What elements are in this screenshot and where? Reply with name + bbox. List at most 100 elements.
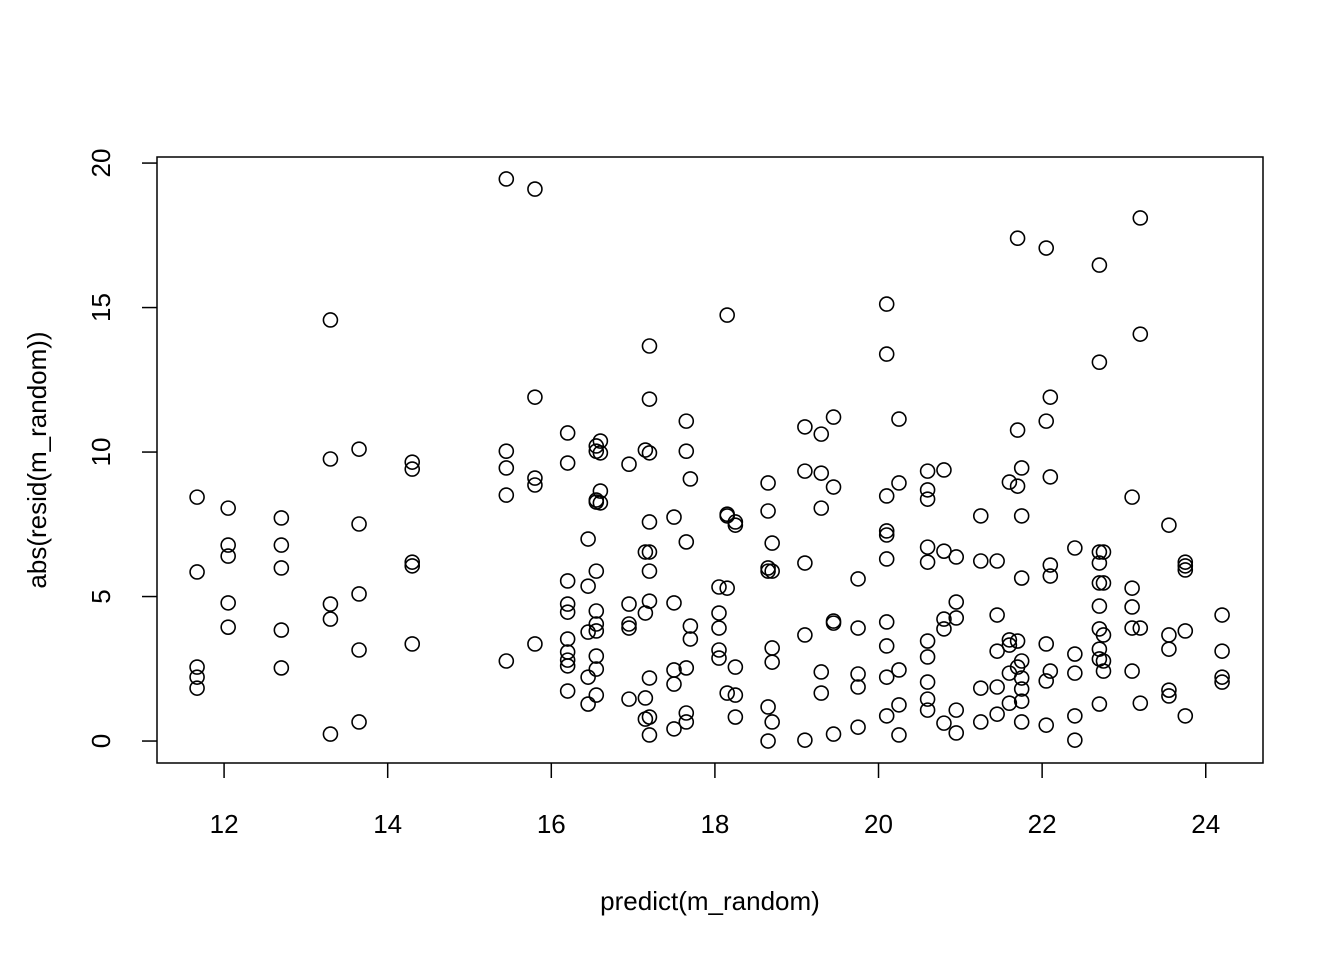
point bbox=[825, 409, 842, 425]
point bbox=[1091, 575, 1108, 591]
point bbox=[1095, 627, 1112, 643]
point bbox=[580, 531, 596, 547]
point bbox=[948, 725, 965, 741]
point bbox=[666, 509, 682, 525]
point bbox=[1214, 643, 1230, 659]
point bbox=[727, 517, 744, 533]
point bbox=[1001, 632, 1018, 648]
point bbox=[592, 433, 609, 449]
point bbox=[666, 676, 682, 692]
point bbox=[1038, 717, 1055, 733]
point bbox=[711, 620, 727, 636]
point bbox=[273, 660, 290, 676]
point bbox=[850, 679, 866, 695]
point bbox=[878, 523, 895, 539]
point bbox=[637, 442, 654, 458]
point bbox=[1042, 469, 1059, 485]
point bbox=[1177, 554, 1194, 570]
point bbox=[1067, 665, 1083, 681]
point bbox=[588, 648, 605, 664]
point bbox=[678, 714, 695, 730]
point bbox=[972, 714, 989, 730]
point bbox=[760, 475, 776, 491]
point bbox=[719, 685, 735, 701]
point bbox=[678, 660, 695, 676]
point bbox=[1038, 240, 1055, 256]
point bbox=[404, 454, 421, 470]
point bbox=[498, 460, 515, 476]
point bbox=[948, 702, 965, 718]
point bbox=[641, 445, 658, 461]
point bbox=[322, 312, 339, 328]
point bbox=[273, 560, 290, 576]
point bbox=[588, 661, 605, 677]
point bbox=[972, 553, 989, 569]
point bbox=[825, 615, 842, 631]
point bbox=[641, 338, 658, 354]
point bbox=[878, 346, 895, 362]
point bbox=[760, 503, 776, 519]
point bbox=[220, 619, 236, 635]
point bbox=[719, 307, 735, 323]
point bbox=[1124, 580, 1140, 596]
point bbox=[1095, 653, 1112, 669]
point bbox=[719, 508, 735, 524]
point bbox=[641, 514, 658, 530]
point bbox=[404, 461, 421, 477]
point bbox=[527, 389, 543, 405]
point bbox=[559, 683, 576, 699]
point bbox=[919, 674, 936, 690]
point bbox=[760, 563, 776, 579]
point bbox=[1042, 663, 1059, 679]
point bbox=[878, 638, 895, 654]
point bbox=[850, 666, 866, 682]
point bbox=[948, 610, 965, 626]
point bbox=[919, 463, 936, 479]
x-tick-label: 20 bbox=[864, 809, 893, 839]
point bbox=[1001, 695, 1018, 711]
point bbox=[936, 715, 952, 731]
point bbox=[1038, 673, 1055, 689]
point bbox=[878, 527, 895, 543]
point bbox=[825, 479, 842, 495]
point bbox=[797, 463, 813, 479]
point bbox=[588, 687, 605, 703]
point bbox=[527, 181, 543, 197]
point bbox=[891, 727, 907, 743]
point bbox=[760, 733, 776, 749]
point bbox=[1038, 636, 1055, 652]
point bbox=[220, 500, 236, 516]
point bbox=[351, 516, 367, 532]
point bbox=[797, 627, 813, 643]
point bbox=[1001, 637, 1018, 653]
point bbox=[972, 508, 989, 524]
point bbox=[1132, 210, 1149, 226]
point bbox=[813, 500, 830, 516]
point bbox=[1013, 670, 1030, 686]
point bbox=[641, 544, 658, 560]
point bbox=[760, 699, 776, 715]
point bbox=[797, 419, 813, 435]
point bbox=[1091, 696, 1108, 712]
point bbox=[1161, 627, 1177, 643]
point bbox=[273, 622, 290, 638]
point bbox=[666, 595, 682, 611]
point bbox=[764, 640, 780, 656]
point bbox=[989, 643, 1005, 659]
point bbox=[322, 596, 339, 612]
point bbox=[220, 595, 236, 611]
point bbox=[1009, 633, 1026, 649]
point bbox=[764, 654, 780, 670]
point bbox=[404, 558, 421, 574]
point bbox=[641, 727, 658, 743]
point bbox=[989, 607, 1005, 623]
point bbox=[498, 443, 515, 459]
y-axis-label: abs(resid(m_random)) bbox=[22, 331, 52, 588]
x-tick-label: 22 bbox=[1028, 809, 1057, 839]
point bbox=[1095, 663, 1112, 679]
point bbox=[592, 445, 609, 461]
x-tick-label: 14 bbox=[373, 809, 402, 839]
point bbox=[764, 563, 780, 579]
point bbox=[621, 616, 637, 632]
